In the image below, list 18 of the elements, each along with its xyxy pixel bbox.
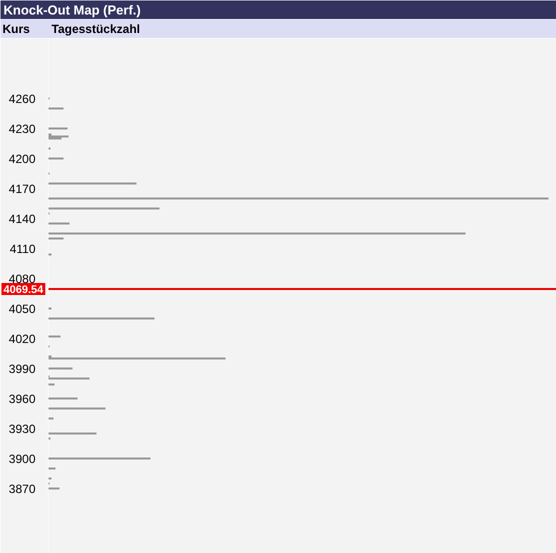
y-tick-label: 4110 <box>10 242 36 256</box>
y-tick-label: 4050 <box>8 302 36 316</box>
y-tick-label: 3900 <box>8 452 36 466</box>
ref-line-label: 4069.54 <box>4 284 44 296</box>
y-tick-label: 4200 <box>8 152 36 166</box>
y-tick-label: 4170 <box>8 182 36 196</box>
y-tick-label: 4230 <box>8 122 36 136</box>
y-tick-label: 4260 <box>8 92 36 106</box>
y-tick-label: 3930 <box>8 422 36 436</box>
y-tick-label: 3960 <box>8 392 36 406</box>
y-tick-label: 4080 <box>8 272 36 286</box>
y-tick-label: 3870 <box>8 482 36 496</box>
y-axis-title: Kurs <box>2 22 30 36</box>
x-axis-title: Tagesstückzahl <box>52 22 140 36</box>
y-tick-label: 3990 <box>8 362 36 376</box>
y-tick-label: 4020 <box>8 332 36 346</box>
y-tick-label: 4140 <box>8 212 36 226</box>
chart-title: Knock-Out Map (Perf.) <box>4 2 141 18</box>
